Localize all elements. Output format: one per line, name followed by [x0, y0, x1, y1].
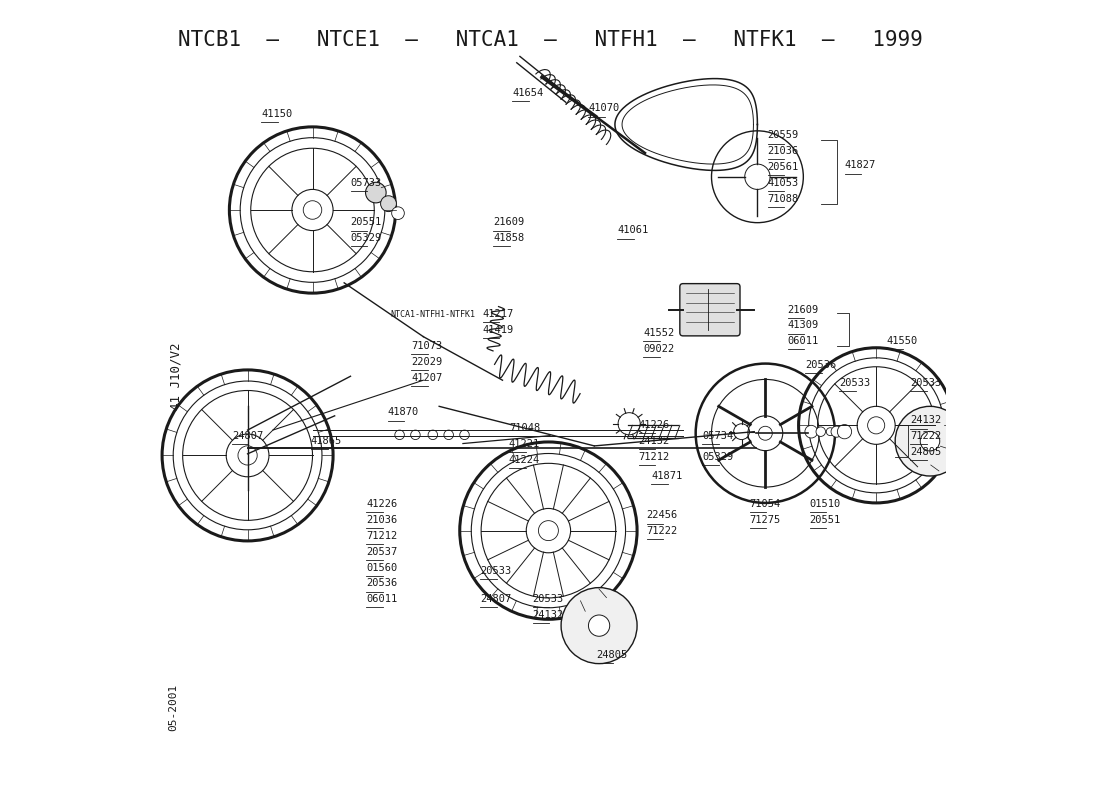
- Text: 20551: 20551: [351, 218, 382, 227]
- Text: 41226: 41226: [366, 499, 397, 510]
- Text: 71073: 71073: [411, 341, 442, 351]
- Text: 20533: 20533: [839, 378, 870, 388]
- Text: 20561: 20561: [768, 162, 799, 172]
- Text: 24807: 24807: [232, 431, 263, 441]
- Circle shape: [826, 428, 834, 436]
- Circle shape: [561, 588, 637, 664]
- Circle shape: [857, 406, 895, 444]
- Text: 22029: 22029: [411, 357, 442, 366]
- Text: 06011: 06011: [366, 594, 397, 604]
- Text: 41207: 41207: [411, 373, 442, 382]
- Text: 21609: 21609: [788, 305, 818, 314]
- Text: 41309: 41309: [788, 320, 818, 330]
- Text: NTCA1-NTFH1-NTFK1: NTCA1-NTFH1-NTFK1: [390, 310, 475, 319]
- Text: 05329: 05329: [702, 452, 734, 462]
- Text: 71048: 71048: [509, 423, 540, 434]
- Circle shape: [921, 431, 939, 451]
- Circle shape: [895, 406, 965, 476]
- Text: 41550: 41550: [887, 336, 917, 346]
- Text: 24132: 24132: [532, 610, 564, 620]
- Text: 09022: 09022: [644, 344, 674, 354]
- Text: 41217: 41217: [483, 310, 514, 319]
- Text: 41858: 41858: [493, 234, 525, 243]
- Text: 41 J10/V2: 41 J10/V2: [169, 342, 183, 410]
- Circle shape: [410, 430, 420, 439]
- Text: 41654: 41654: [512, 87, 543, 98]
- Text: 20533: 20533: [910, 378, 942, 388]
- Text: 20533: 20533: [532, 594, 564, 604]
- Text: NTCB1  –   NTCE1  –   NTCA1  –   NTFH1  –   NTFK1  –   1999: NTCB1 – NTCE1 – NTCA1 – NTFH1 – NTFK1 – …: [177, 30, 923, 50]
- Text: 41070: 41070: [588, 103, 619, 114]
- Text: 71212: 71212: [639, 452, 670, 462]
- Text: 24132: 24132: [910, 415, 942, 426]
- Circle shape: [227, 434, 270, 477]
- Text: 24132: 24132: [639, 436, 670, 446]
- Text: 20533: 20533: [481, 566, 512, 576]
- Text: 24805: 24805: [910, 447, 942, 457]
- Text: 24807: 24807: [481, 594, 512, 604]
- Text: 41827: 41827: [845, 161, 876, 170]
- Text: 22456: 22456: [647, 510, 678, 520]
- Text: 41224: 41224: [509, 455, 540, 465]
- Circle shape: [712, 131, 803, 222]
- Text: 20536: 20536: [805, 360, 836, 370]
- Text: 41865: 41865: [311, 436, 342, 446]
- Text: 20536: 20536: [366, 578, 397, 589]
- Text: 71054: 71054: [749, 499, 781, 510]
- Text: 41870: 41870: [387, 407, 419, 418]
- Text: 01510: 01510: [810, 499, 840, 510]
- Text: 21036: 21036: [366, 515, 397, 525]
- Circle shape: [695, 363, 835, 503]
- Circle shape: [830, 426, 843, 438]
- Text: 05734: 05734: [702, 431, 734, 441]
- Text: 71212: 71212: [366, 531, 397, 541]
- Circle shape: [837, 425, 851, 438]
- Text: 05733: 05733: [351, 178, 382, 188]
- Circle shape: [805, 426, 817, 438]
- Text: 41552: 41552: [644, 328, 674, 338]
- Circle shape: [392, 207, 405, 219]
- Text: 41419: 41419: [483, 325, 514, 335]
- Text: 01560: 01560: [366, 562, 397, 573]
- Circle shape: [748, 416, 783, 450]
- Text: 71275: 71275: [749, 515, 781, 525]
- Text: 71222: 71222: [910, 431, 942, 441]
- Text: 20551: 20551: [810, 515, 840, 525]
- Circle shape: [526, 509, 571, 553]
- Circle shape: [745, 164, 770, 190]
- Circle shape: [460, 430, 470, 439]
- Circle shape: [381, 196, 396, 211]
- Text: 41226: 41226: [639, 420, 670, 430]
- Text: 71088: 71088: [768, 194, 799, 204]
- Text: 41221: 41221: [509, 439, 540, 449]
- Text: 41061: 41061: [617, 226, 649, 235]
- Circle shape: [292, 190, 333, 230]
- Circle shape: [365, 182, 386, 203]
- Circle shape: [444, 430, 453, 439]
- Text: 21609: 21609: [493, 218, 525, 227]
- Text: 20559: 20559: [768, 130, 799, 140]
- Circle shape: [395, 430, 405, 439]
- Circle shape: [428, 430, 438, 439]
- Text: 41150: 41150: [261, 109, 293, 119]
- FancyBboxPatch shape: [680, 284, 740, 336]
- Circle shape: [588, 615, 609, 636]
- Text: 41053: 41053: [768, 178, 799, 188]
- Text: 06011: 06011: [788, 336, 818, 346]
- Text: 05-2001: 05-2001: [168, 683, 178, 730]
- Text: 71222: 71222: [647, 526, 678, 536]
- Text: 20537: 20537: [366, 546, 397, 557]
- Text: 21036: 21036: [768, 146, 799, 156]
- Text: 24805: 24805: [596, 650, 627, 660]
- Text: 05329: 05329: [351, 234, 382, 243]
- Circle shape: [816, 427, 825, 437]
- Text: 41871: 41871: [651, 470, 683, 481]
